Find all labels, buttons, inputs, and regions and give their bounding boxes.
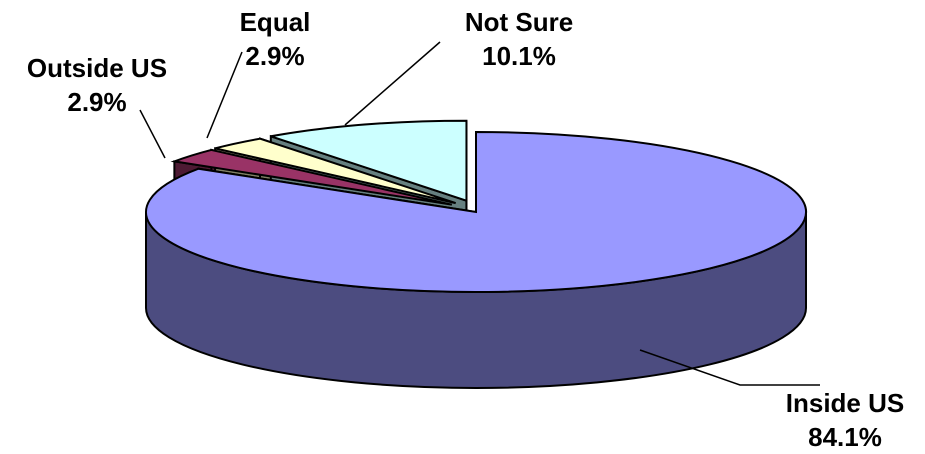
slice-inside-us — [145, 130, 807, 293]
label-outside-us-name: Outside US — [27, 53, 167, 83]
slice-outside-us — [170, 148, 453, 206]
slice-equal — [214, 137, 457, 205]
leader-line-outside-us — [139, 109, 166, 159]
leader-line-equal — [206, 51, 243, 139]
label-outside-us-value: 2.9% — [67, 87, 126, 117]
slice-labels: Inside US 84.1% Outside US 2.9% Equal 2.… — [27, 7, 904, 452]
leader-lines — [139, 41, 820, 386]
label-inside-us-name: Inside US — [786, 388, 904, 418]
leader-line-not-sure — [344, 41, 441, 126]
label-not-sure-name: Not Sure — [465, 7, 573, 37]
label-equal-name: Equal — [240, 7, 311, 37]
label-inside-us-value: 84.1% — [808, 422, 882, 452]
pie-tops — [145, 119, 807, 293]
leader-line-inside-us — [639, 349, 820, 386]
slice-not-sure — [270, 119, 468, 203]
label-not-sure-value: 10.1% — [482, 41, 556, 71]
label-equal-value: 2.9% — [245, 41, 304, 71]
